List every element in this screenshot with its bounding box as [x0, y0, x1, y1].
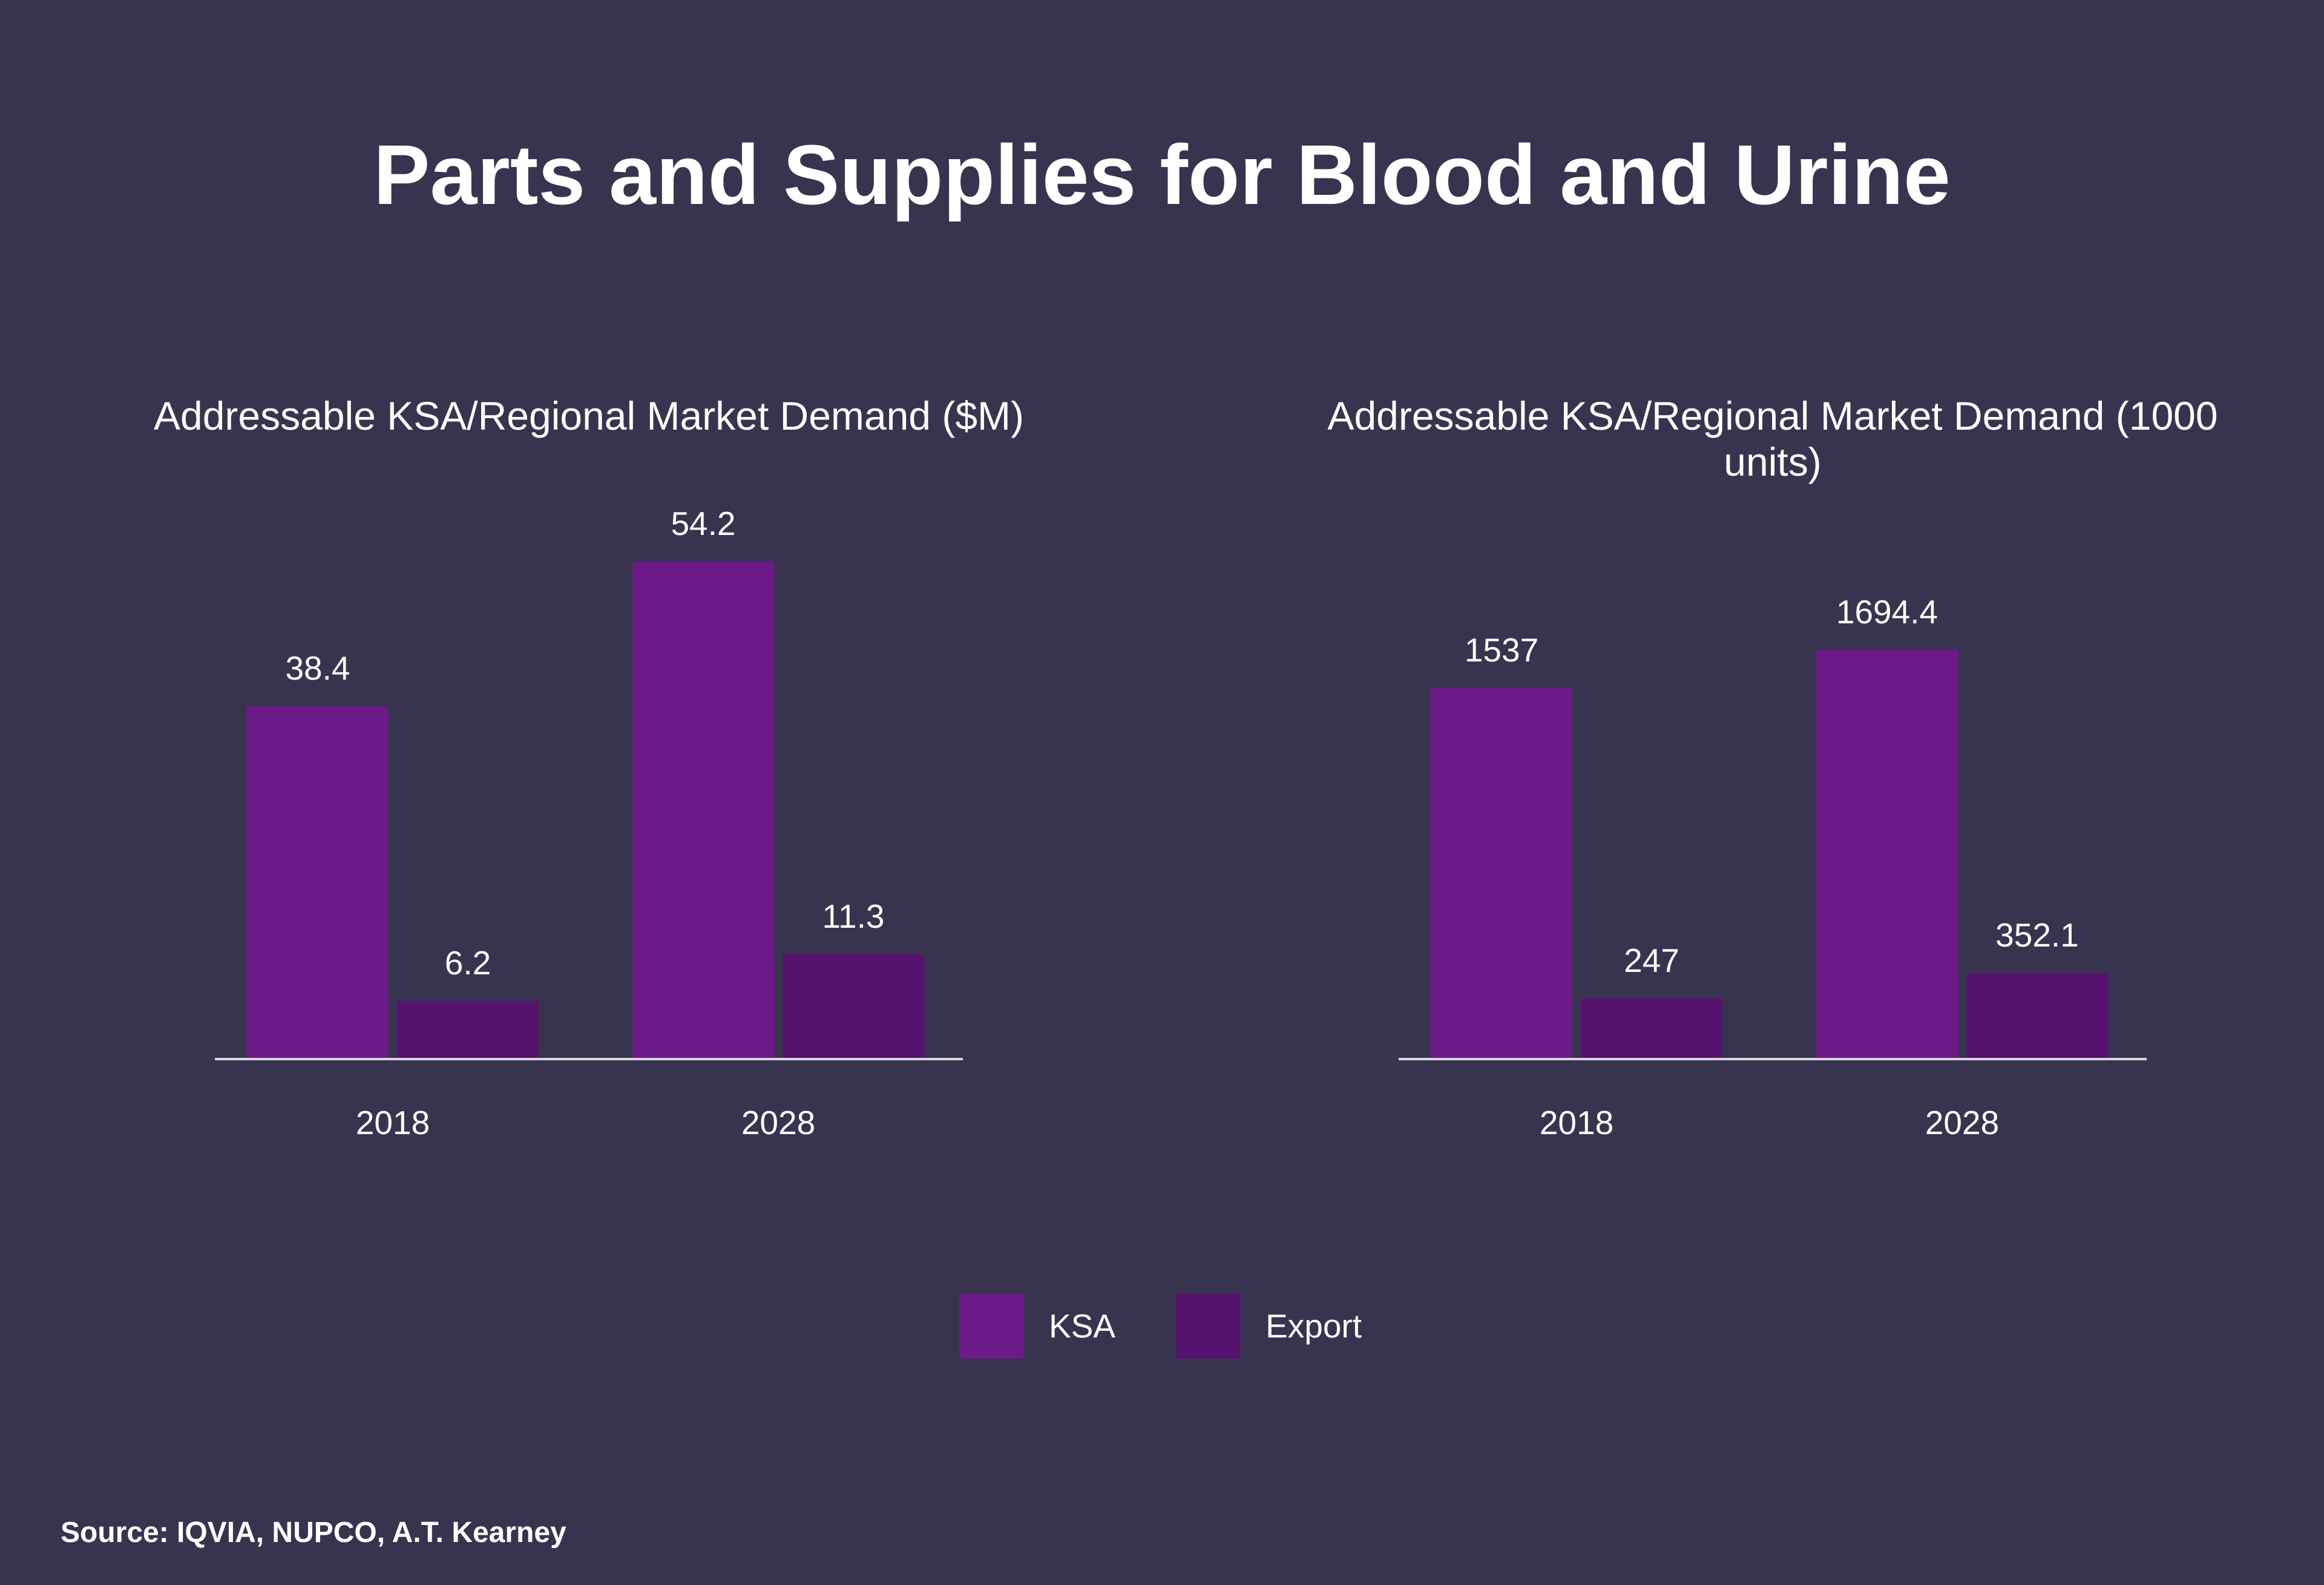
legend-swatch-export: [1176, 1294, 1241, 1359]
chart-market-demand-usd: Addressable KSA/Regional Market Demand (…: [94, 393, 1084, 1301]
x-tick-2028: 2028: [741, 1104, 816, 1141]
chart-market-demand-units: Addressable KSA/Regional Market Demand (…: [1278, 393, 2268, 1301]
x-tick-2018: 2018: [355, 1104, 430, 1141]
value-label-ksa-2028: 1694.4: [1836, 593, 1938, 631]
legend-label-export: Export: [1265, 1307, 1362, 1345]
bar-ksa-2028: [632, 562, 774, 1058]
value-label-ksa-2018: 38.4: [285, 649, 350, 687]
legend: KSA Export: [959, 1294, 1362, 1359]
bar-export-2018: [397, 1001, 539, 1058]
chart-subtitle-usd: Addressable KSA/Regional Market Demand (…: [154, 393, 1024, 438]
source-note: Source: IQVIA, NUPCO, A.T. Kearney: [61, 1517, 566, 1549]
value-label-ksa-2028: 54.2: [671, 505, 736, 542]
value-label-export-2018: 247: [1624, 942, 1679, 979]
plot-area-units: 1537 247 2018 1694.4 352.1 2028: [1399, 479, 2147, 1140]
page-title: Parts and Supplies for Blood and Urine: [373, 127, 1951, 222]
bar-ksa-2018: [247, 706, 389, 1058]
value-label-export-2018: 6.2: [444, 944, 491, 982]
bar-export-2028: [783, 954, 924, 1058]
bar-export-2018: [1581, 999, 1722, 1058]
plot-area-usd: 38.4 6.2 2018 54.2 11.3 2028: [215, 479, 963, 1140]
bar-export-2028: [1966, 973, 2108, 1058]
legend-label-ksa: KSA: [1049, 1307, 1116, 1345]
bar-ksa-2018: [1431, 688, 1572, 1058]
x-axis-line: [215, 1058, 963, 1060]
x-tick-2018: 2018: [1539, 1104, 1614, 1141]
value-label-export-2028: 11.3: [822, 898, 885, 935]
legend-swatch-ksa: [959, 1294, 1024, 1359]
value-label-export-2028: 352.1: [1995, 916, 2079, 954]
x-tick-2028: 2028: [1925, 1104, 2000, 1141]
x-axis-line: [1399, 1058, 2147, 1060]
chart-subtitle-units: Addressable KSA/Regional Market Demand (…: [1327, 393, 2218, 484]
value-label-ksa-2018: 1537: [1464, 631, 1539, 669]
bar-ksa-2028: [1816, 650, 1958, 1058]
